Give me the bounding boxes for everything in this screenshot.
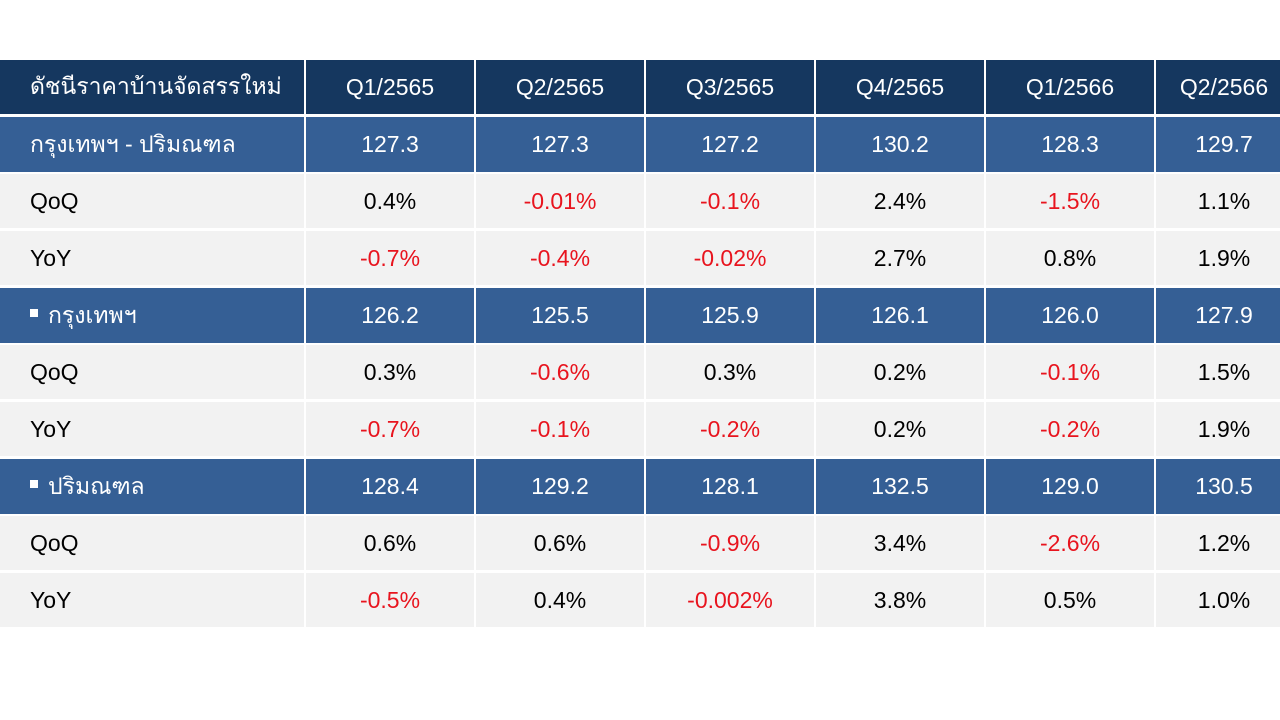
bullet-icon [30,308,38,317]
row-label-text: QoQ [30,529,79,556]
column-header: Q2/2565 [476,60,644,117]
change-value-cell: -0.1% [646,174,814,231]
change-value-cell: 2.4% [816,174,984,231]
change-value-cell: -0.4% [476,231,644,288]
change-value-cell: 1.1% [1156,174,1280,231]
change-value-cell: 0.8% [986,231,1154,288]
group-row-label: ปริมณฑล [0,459,304,516]
change-value-cell: -0.1% [476,402,644,459]
table-title: ดัชนีราคาบ้านจัดสรรใหม่ [0,60,304,117]
change-value-cell: 3.8% [816,573,984,630]
change-value-cell: -0.01% [476,174,644,231]
row-label-text: กรุงเทพฯ [48,301,137,328]
row-label-text: กรุงเทพฯ - ปริมณฑล [30,130,236,157]
column-header: Q2/2566 [1156,60,1280,117]
metric-row-label: QoQ [0,516,304,573]
metric-row-label: QoQ [0,174,304,231]
change-value-cell: 0.4% [476,573,644,630]
change-value-cell: -0.9% [646,516,814,573]
index-value-cell: 132.5 [816,459,984,516]
index-value-cell: 126.1 [816,288,984,345]
metric-row-label: YoY [0,573,304,630]
price-index-table: ดัชนีราคาบ้านจัดสรรใหม่ Q1/2565 Q2/2565 … [0,60,1280,630]
group-row-label: กรุงเทพฯ - ปริมณฑล [0,117,304,174]
index-value-cell: 129.0 [986,459,1154,516]
index-value-cell: 128.3 [986,117,1154,174]
index-value-cell: 127.3 [306,117,474,174]
change-value-cell: -0.5% [306,573,474,630]
column-header: Q3/2565 [646,60,814,117]
bullet-icon [30,479,38,488]
change-value-cell: 0.5% [986,573,1154,630]
change-value-cell: 0.6% [476,516,644,573]
change-value-cell: 1.0% [1156,573,1280,630]
change-value-cell: 0.3% [646,345,814,402]
metric-row-label: QoQ [0,345,304,402]
row-label-text: QoQ [30,187,79,214]
metric-row-label: YoY [0,231,304,288]
index-value-cell: 129.2 [476,459,644,516]
index-value-cell: 128.1 [646,459,814,516]
row-label-text: YoY [30,415,72,442]
change-value-cell: -0.002% [646,573,814,630]
index-value-cell: 125.9 [646,288,814,345]
index-value-cell: 125.5 [476,288,644,345]
change-value-cell: 0.3% [306,345,474,402]
index-value-cell: 129.7 [1156,117,1280,174]
change-value-cell: -1.5% [986,174,1154,231]
change-value-cell: -0.6% [476,345,644,402]
row-label-text: YoY [30,244,72,271]
row-label-text: YoY [30,586,72,613]
index-value-cell: 127.9 [1156,288,1280,345]
index-value-cell: 127.2 [646,117,814,174]
change-value-cell: 1.9% [1156,231,1280,288]
metric-row-label: YoY [0,402,304,459]
column-header: Q1/2566 [986,60,1154,117]
change-value-cell: -0.02% [646,231,814,288]
change-value-cell: -2.6% [986,516,1154,573]
change-value-cell: 2.7% [816,231,984,288]
index-value-cell: 128.4 [306,459,474,516]
change-value-cell: 0.6% [306,516,474,573]
row-label-text: QoQ [30,358,79,385]
change-value-cell: 3.4% [816,516,984,573]
group-row-label: กรุงเทพฯ [0,288,304,345]
index-value-cell: 126.2 [306,288,474,345]
change-value-cell: -0.2% [646,402,814,459]
change-value-cell: 0.2% [816,402,984,459]
column-header: Q1/2565 [306,60,474,117]
change-value-cell: 1.2% [1156,516,1280,573]
index-value-cell: 127.3 [476,117,644,174]
index-value-cell: 130.5 [1156,459,1280,516]
change-value-cell: 0.2% [816,345,984,402]
change-value-cell: 1.5% [1156,345,1280,402]
change-value-cell: -0.7% [306,402,474,459]
change-value-cell: -0.1% [986,345,1154,402]
row-label-text: ปริมณฑล [48,472,145,499]
column-header: Q4/2565 [816,60,984,117]
change-value-cell: -0.7% [306,231,474,288]
index-value-cell: 126.0 [986,288,1154,345]
change-value-cell: 1.9% [1156,402,1280,459]
change-value-cell: -0.2% [986,402,1154,459]
change-value-cell: 0.4% [306,174,474,231]
index-value-cell: 130.2 [816,117,984,174]
